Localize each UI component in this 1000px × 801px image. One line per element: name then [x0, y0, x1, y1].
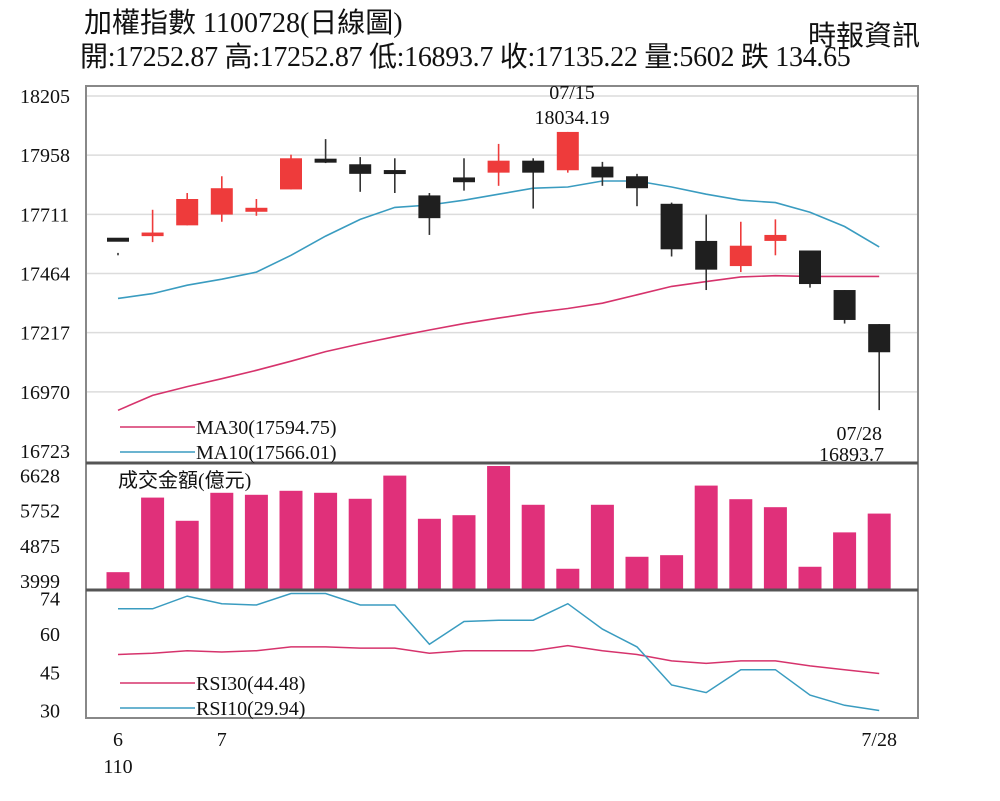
price-tick-label: 17464 — [20, 264, 70, 286]
volume-bar — [763, 507, 787, 590]
x-tick-label: 7/28 — [861, 729, 897, 751]
candle-body — [660, 203, 683, 250]
volume-bar — [452, 515, 476, 590]
candle-body — [107, 237, 129, 242]
low-date-label: 07/28 — [836, 423, 882, 445]
candle-body — [833, 290, 856, 320]
outer-frame — [85, 85, 919, 719]
price-tick-label: 16970 — [20, 382, 70, 404]
rsi30-line — [117, 644, 880, 675]
high-date-label: 07/15 — [549, 82, 595, 104]
candle-body — [314, 158, 337, 163]
ohlc-summary: 開:17252.87 高:17252.87 低:16893.7 收:17135.… — [80, 42, 851, 73]
price-tick-label: 16723 — [20, 441, 70, 463]
rsi-lines — [117, 592, 880, 712]
candle-body — [418, 195, 441, 219]
volume-bar — [798, 566, 822, 590]
candle-body — [487, 160, 510, 173]
rsi10-line — [118, 592, 880, 712]
volume-bar — [625, 556, 649, 590]
candle-body — [695, 240, 718, 270]
volume-bar — [314, 492, 338, 590]
chart-title: 加權指數 1100728(日線圖) — [84, 8, 403, 39]
ma30-legend-label: MA30(17594.75) — [196, 417, 337, 439]
axis-labels: 18205 17958 17711 17464 17217 16970 16723 MA30(… — [20, 82, 897, 778]
ma30-line — [117, 274, 880, 412]
candle-body — [868, 324, 891, 353]
volume-bar — [175, 520, 199, 590]
price-tick-label: 17711 — [20, 204, 69, 226]
ma10-legend-label: MA10(17566.01) — [196, 442, 337, 464]
candle-body — [176, 199, 199, 226]
candle-body — [141, 232, 164, 237]
volume-tick-label: 3999 — [20, 571, 60, 593]
price-tick-label: 17958 — [20, 145, 70, 167]
rsi-tick-label: 74 — [40, 589, 60, 611]
candle-body — [729, 245, 752, 267]
candle-body — [626, 176, 648, 189]
candle-body — [349, 164, 372, 174]
volume-bar — [210, 492, 234, 590]
volume-bar — [106, 572, 130, 590]
price-tick-label: 18205 — [20, 86, 70, 108]
high-value-label: 18034.19 — [535, 107, 610, 129]
price-grid — [86, 95, 918, 393]
candle-body — [245, 207, 268, 212]
candle-body — [556, 131, 579, 171]
volume-bar — [833, 532, 857, 590]
rsi-tick-label: 45 — [40, 662, 60, 684]
volume-bars — [106, 466, 891, 590]
rsi-tick-label: 30 — [40, 700, 60, 722]
volume-tick-label: 6628 — [20, 466, 60, 488]
candle-body — [764, 234, 787, 241]
x-year-label: 110 — [103, 756, 132, 778]
rsi30-legend-label: RSI30(44.48) — [196, 673, 305, 695]
volume-bar — [417, 518, 441, 590]
x-tick-label: 7 — [217, 729, 227, 751]
volume-bar — [660, 555, 684, 590]
volume-bar — [383, 475, 407, 590]
volume-bar — [867, 513, 891, 590]
moving-averages — [117, 180, 880, 412]
candlesticks — [107, 131, 891, 411]
candle-body — [591, 166, 614, 178]
candle-body — [522, 160, 545, 173]
rsi10-legend-label: RSI10(29.94) — [196, 698, 305, 720]
volume-tick-label: 4875 — [20, 536, 60, 558]
low-value-label: 16893.7 — [819, 444, 884, 466]
candle-body — [453, 177, 475, 183]
volume-bar — [556, 568, 580, 590]
volume-bar — [694, 485, 718, 590]
volume-title: 成交金額(億元) — [118, 469, 251, 492]
volume-bar — [348, 498, 372, 590]
candle-body — [210, 188, 233, 215]
volume-bar — [279, 490, 303, 590]
ma10-line — [117, 180, 880, 300]
volume-bar — [590, 504, 614, 590]
price-tick-label: 17217 — [20, 323, 70, 345]
chart-frame — [85, 85, 919, 719]
volume-tick-label: 5752 — [20, 501, 60, 523]
volume-bar — [729, 499, 753, 590]
rsi-tick-label: 60 — [40, 624, 60, 646]
volume-bar — [244, 494, 268, 590]
volume-bar — [521, 504, 545, 590]
candle-body — [280, 158, 302, 190]
candle-body — [799, 250, 821, 285]
volume-bar — [487, 466, 511, 590]
candle-body — [383, 170, 406, 175]
x-tick-label: 6 — [113, 729, 123, 751]
source-label: 時報資訊 — [807, 21, 920, 52]
volume-bar — [141, 497, 165, 590]
